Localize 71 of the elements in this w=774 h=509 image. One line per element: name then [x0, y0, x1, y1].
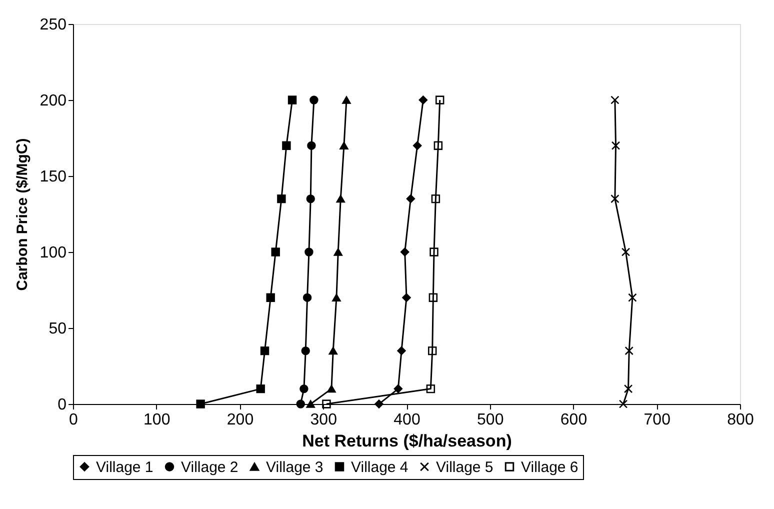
point: [256, 384, 265, 394]
point: [397, 346, 406, 356]
point: [431, 194, 440, 204]
point: [306, 400, 315, 408]
x-tick-label: 500: [477, 412, 504, 428]
point: [624, 384, 633, 394]
point: [621, 248, 630, 256]
legend-label: Village 2: [181, 458, 238, 476]
point: [310, 96, 318, 104]
point: [406, 194, 416, 204]
point: [434, 141, 443, 150]
x-tick-label: 700: [644, 412, 671, 428]
point: [618, 400, 628, 408]
point: [260, 346, 270, 356]
y-tick-label: 150: [40, 168, 67, 186]
legend-label: Village 3: [266, 458, 324, 476]
point: [430, 248, 438, 256]
point: [428, 346, 437, 356]
point: [611, 141, 620, 150]
point: [628, 293, 637, 302]
point: [435, 96, 444, 104]
x-tick-label: 800: [727, 412, 754, 428]
y-tick-label: 0: [58, 396, 67, 414]
point: [402, 293, 411, 302]
point: [277, 194, 286, 204]
point: [400, 248, 410, 256]
point: [336, 194, 345, 203]
x-tick-label: 100: [144, 412, 170, 428]
point: [300, 384, 308, 394]
point: [342, 96, 351, 104]
point: [304, 248, 314, 256]
x-tick-label: 300: [310, 412, 338, 428]
point: [288, 96, 297, 104]
point: [196, 400, 205, 408]
y-tick-label: 50: [48, 320, 67, 338]
point: [418, 96, 428, 104]
point: [327, 384, 336, 393]
legend-label: Village 6: [521, 458, 578, 476]
y-tick-label: 250: [40, 16, 67, 34]
point: [426, 384, 436, 394]
legend-label: Village 1: [96, 458, 154, 476]
point: [610, 96, 620, 104]
point: [374, 400, 384, 408]
x-tick-label: 200: [226, 412, 254, 428]
x-tick-label: 0: [69, 412, 78, 428]
point: [301, 346, 310, 356]
point: [428, 293, 438, 302]
point: [271, 248, 280, 256]
point: [394, 384, 403, 394]
point: [610, 194, 620, 204]
x-tick-label: 400: [394, 412, 420, 428]
x-axis-title: Net Returns ($/ha/season): [302, 432, 512, 450]
legend-label: Village 4: [351, 458, 408, 476]
point: [328, 346, 338, 355]
x-tick-label: 600: [560, 412, 588, 428]
point: [334, 248, 342, 256]
point: [302, 293, 312, 302]
point: [306, 194, 315, 204]
point: [624, 346, 634, 356]
point: [296, 400, 305, 408]
point: [332, 294, 341, 302]
point: [322, 400, 331, 408]
point: [412, 141, 422, 150]
point: [266, 293, 275, 302]
point: [282, 141, 291, 150]
point: [340, 142, 348, 150]
y-tick-label: 100: [40, 244, 67, 262]
y-axis-title: Carbon Price ($/MgC): [14, 138, 31, 291]
y-tick-label: 200: [40, 92, 67, 110]
legend-label: Village 5: [436, 458, 494, 476]
point: [307, 141, 316, 150]
